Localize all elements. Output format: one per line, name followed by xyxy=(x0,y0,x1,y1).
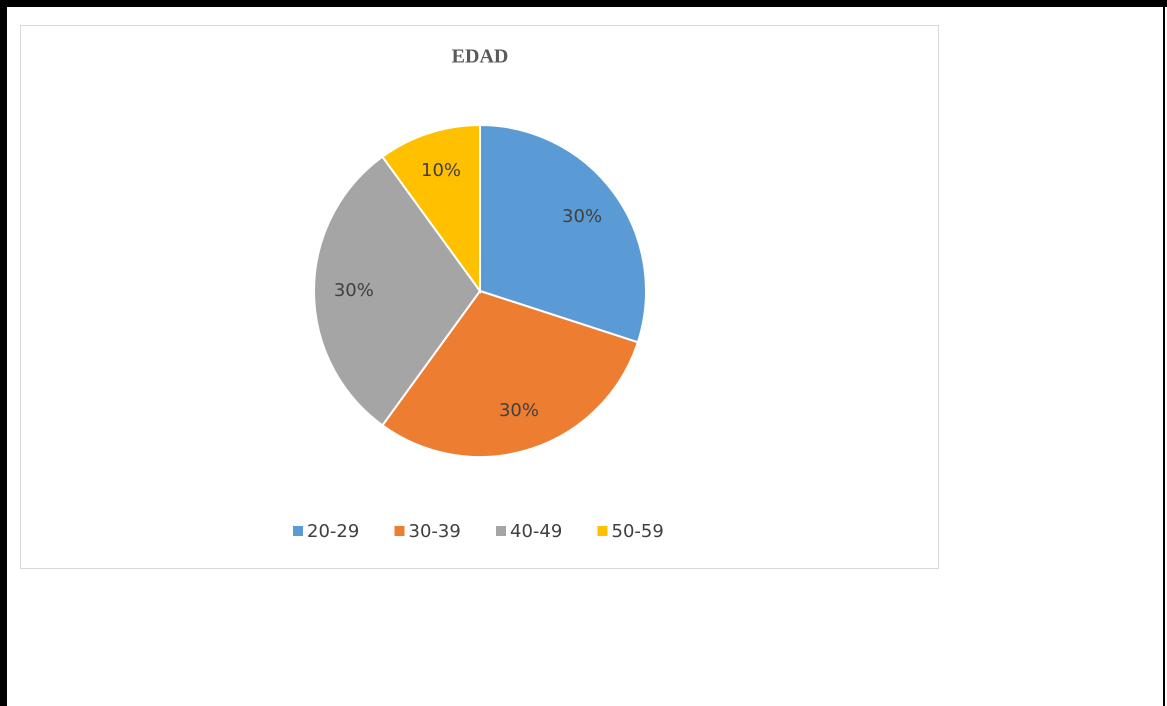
pie-slice xyxy=(479,123,647,344)
frame-border xyxy=(0,0,1167,7)
pie-slice xyxy=(381,289,640,458)
data-label: 30% xyxy=(334,280,374,301)
pie-slice xyxy=(381,123,481,295)
legend-label: 20-29 xyxy=(307,521,359,542)
frame-border xyxy=(1163,0,1165,706)
data-label: 30% xyxy=(562,206,602,227)
data-label: 30% xyxy=(499,400,539,421)
legend-swatch xyxy=(394,526,405,536)
frame-border xyxy=(0,0,7,706)
legend-label: 50-59 xyxy=(612,521,664,542)
legend-swatch xyxy=(597,526,608,536)
legend-label: 30-39 xyxy=(409,521,461,542)
legend-label: 40-49 xyxy=(510,521,562,542)
legend-swatch xyxy=(293,526,303,536)
legend-swatch xyxy=(496,526,506,536)
pie-slice xyxy=(313,155,482,427)
chart-title: EDAD xyxy=(452,46,509,68)
data-label: 10% xyxy=(421,160,461,181)
